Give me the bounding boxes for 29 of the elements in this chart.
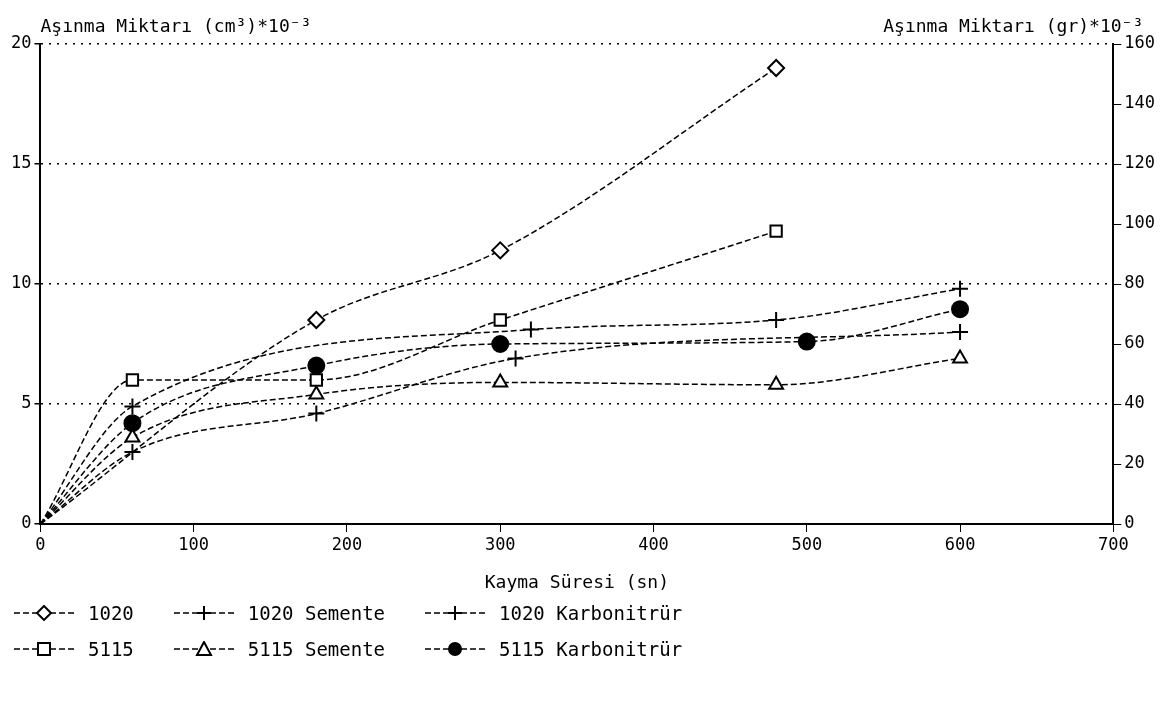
y2-tick-label: 0 — [1124, 512, 1135, 533]
y2-tick-label: 80 — [1124, 272, 1145, 293]
legend-label: 1020 — [88, 602, 134, 624]
y2-tick-label: 140 — [1124, 92, 1156, 113]
y2-tick-label: 40 — [1124, 392, 1145, 413]
x-tick-label: 600 — [944, 533, 976, 554]
legend-label: 5115 — [88, 638, 134, 660]
x-tick-label: 500 — [791, 533, 823, 554]
y2-tick-label: 20 — [1124, 452, 1145, 473]
y2-tick-label: 120 — [1124, 152, 1156, 173]
legend-label: 5115 Semente — [247, 638, 386, 660]
y-axis-title: Aşınma Miktarı (cm³)*10⁻³ — [40, 14, 312, 36]
x-tick-label: 300 — [484, 533, 516, 554]
legend-label: 5115 Karbonitrür — [499, 638, 683, 660]
y-tick-label: 10 — [10, 272, 32, 293]
x-tick-label: 700 — [1097, 533, 1129, 554]
x-tick-label: 0 — [35, 533, 46, 554]
y-tick-label: 20 — [10, 32, 32, 53]
x-axis-title: Kayma Süresi (sn) — [484, 570, 669, 592]
x-tick-label: 100 — [178, 533, 210, 554]
x-tick-label: 400 — [638, 533, 669, 554]
y-tick-label: 15 — [10, 152, 32, 173]
legend-label: 1020 Semente — [247, 602, 386, 624]
y2-tick-label: 60 — [1124, 332, 1145, 353]
y-tick-label: 0 — [21, 512, 32, 533]
x-tick-label: 200 — [331, 533, 363, 554]
y-tick-label: 5 — [21, 392, 32, 413]
y2-tick-label: 100 — [1124, 212, 1156, 233]
legend-label: 1020 Karbonitrür — [499, 602, 683, 624]
